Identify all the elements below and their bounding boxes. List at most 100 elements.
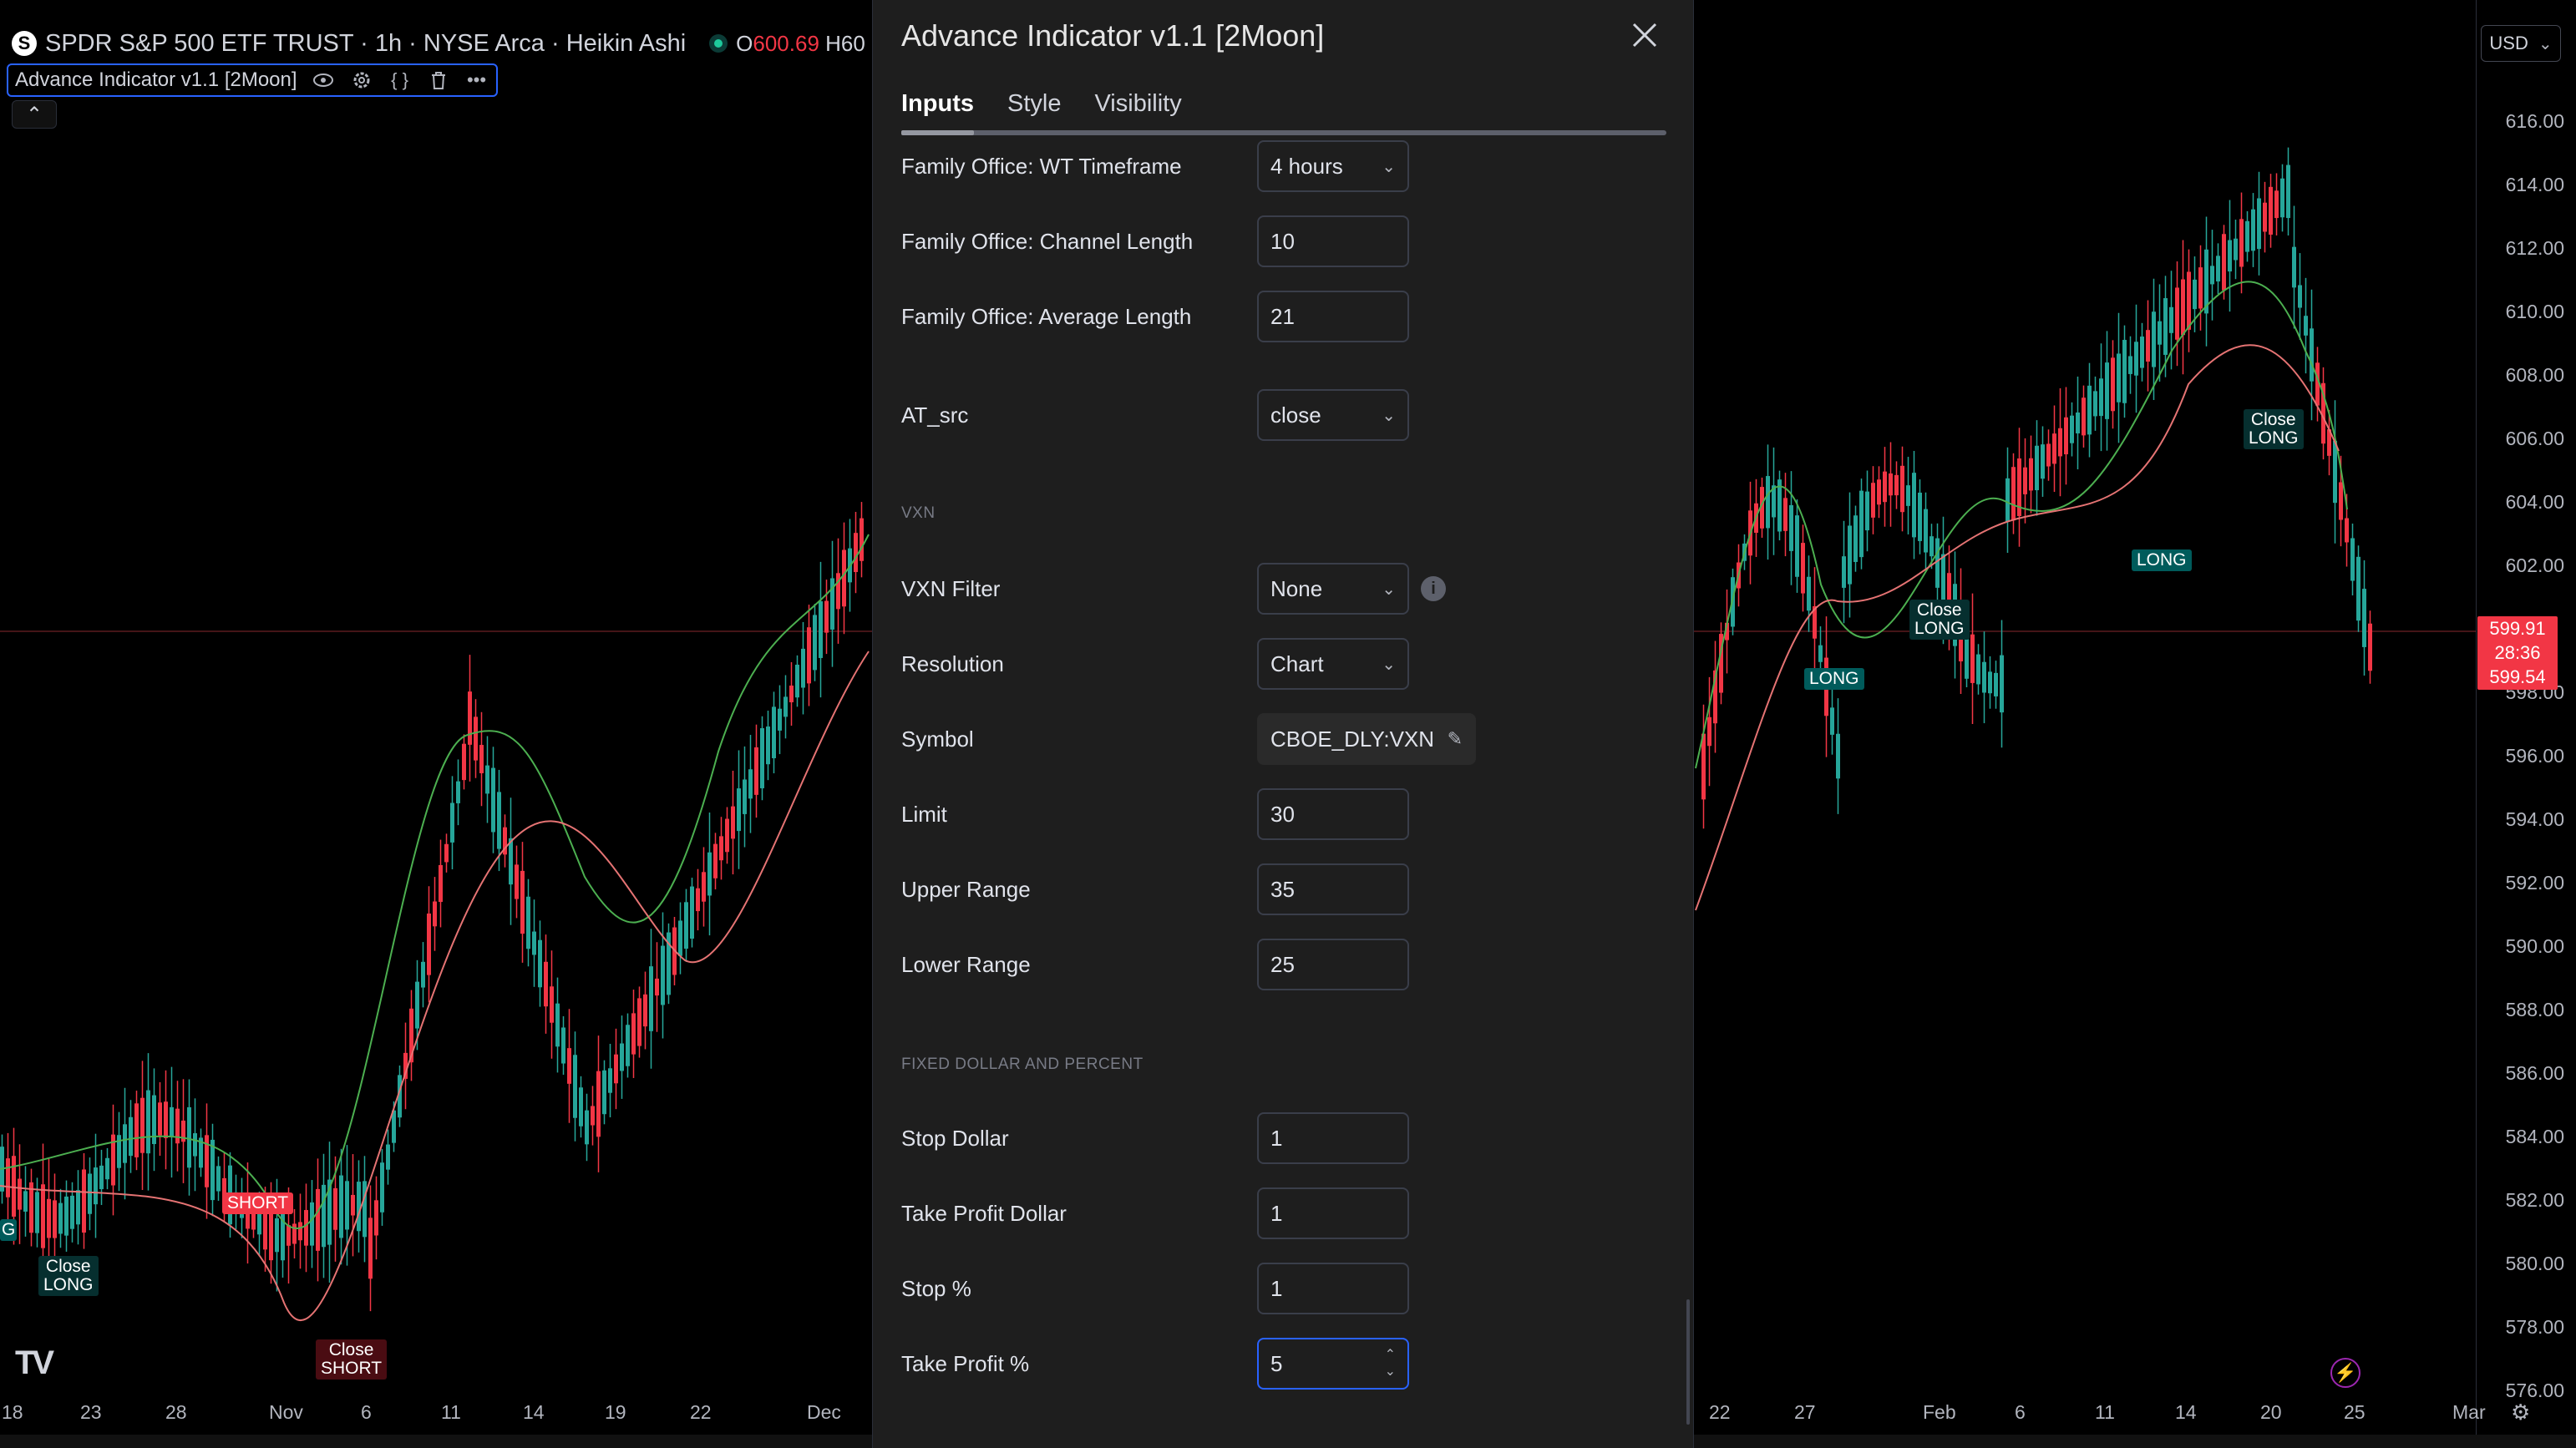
take-profit-dollar-input[interactable]: 1 bbox=[1257, 1187, 1409, 1239]
collapse-legend-button[interactable]: ⌃ bbox=[12, 100, 57, 129]
number-stepper[interactable]: ⌃ ⌄ bbox=[1385, 1347, 1396, 1380]
indicator-legend[interactable]: Advance Indicator v1.1 [2Moon] { } ••• bbox=[7, 63, 498, 97]
pencil-icon[interactable]: ✎ bbox=[1447, 728, 1463, 749]
candle-body bbox=[830, 578, 834, 630]
time-tick-label: 20 bbox=[2260, 1401, 2282, 1423]
candle-body bbox=[684, 902, 688, 949]
candle-body bbox=[795, 665, 799, 698]
candle-body bbox=[403, 1052, 408, 1079]
candle-body bbox=[707, 852, 712, 896]
candle-body bbox=[1713, 670, 1717, 724]
eye-icon[interactable] bbox=[311, 68, 336, 93]
candle-body bbox=[439, 864, 443, 903]
symbol-picker[interactable]: CBOE_DLY:VXN ✎ bbox=[1257, 713, 1476, 765]
candle-body bbox=[655, 978, 659, 996]
tab-inputs[interactable]: Inputs bbox=[901, 90, 974, 135]
candle-body bbox=[2251, 209, 2255, 251]
vxn-filter-select[interactable]: None ⌄ bbox=[1257, 563, 1409, 615]
signal-label-partial: G bbox=[0, 1219, 18, 1241]
candle-body bbox=[129, 1116, 133, 1157]
row-take-profit-pct: Take Profit % 5 ⌃ ⌄ bbox=[901, 1338, 1636, 1390]
stop-dollar-input[interactable]: 1 bbox=[1257, 1112, 1409, 1164]
candle-body bbox=[105, 1157, 109, 1180]
dialog-scrollbar[interactable] bbox=[1686, 1299, 1690, 1425]
candle-body bbox=[725, 818, 729, 853]
signal-label-close-short: Close SHORT bbox=[316, 1339, 388, 1380]
take-profit-pct-input[interactable]: 5 ⌃ ⌄ bbox=[1257, 1338, 1409, 1390]
candle-body bbox=[608, 1068, 612, 1093]
candle-body bbox=[88, 1173, 92, 1214]
candle-body bbox=[2082, 397, 2086, 436]
candle-body bbox=[538, 939, 542, 988]
candle-body bbox=[41, 1184, 45, 1248]
tab-style[interactable]: Style bbox=[1007, 90, 1062, 117]
stop-pct-input[interactable]: 1 bbox=[1257, 1263, 1409, 1314]
candle-body bbox=[2274, 190, 2279, 219]
tab-visibility[interactable]: Visibility bbox=[1094, 90, 1182, 117]
time-tick-label: 22 bbox=[690, 1401, 712, 1423]
candle-body bbox=[1707, 716, 1711, 747]
currency-select[interactable]: USD ⌄ bbox=[2481, 25, 2561, 62]
candle-body bbox=[579, 1087, 583, 1127]
lower-range-input[interactable]: 25 bbox=[1257, 939, 1409, 990]
signal-label-close-long: Close LONG bbox=[38, 1256, 99, 1296]
price-tick-label: 594.00 bbox=[2505, 808, 2564, 830]
indicator-legend-name[interactable]: Advance Indicator v1.1 [2Moon] bbox=[15, 68, 297, 91]
candle-body bbox=[292, 1223, 297, 1244]
time-tick-label: 27 bbox=[1794, 1401, 1816, 1423]
resolution-select[interactable]: Chart ⌄ bbox=[1257, 638, 1409, 690]
row-symbol: Symbol CBOE_DLY:VXN ✎ bbox=[901, 713, 1636, 765]
wt-timeframe-select[interactable]: 4 hours ⌄ bbox=[1257, 140, 1409, 192]
candle-body bbox=[1994, 672, 1998, 696]
candle-body bbox=[497, 792, 501, 849]
limit-input[interactable]: 30 bbox=[1257, 788, 1409, 840]
info-icon[interactable]: i bbox=[1421, 576, 1446, 601]
at-src-select[interactable]: close ⌄ bbox=[1257, 389, 1409, 441]
close-button[interactable] bbox=[1626, 17, 1663, 53]
symbol-title[interactable]: SPDR S&P 500 ETF TRUST · 1h · NYSE Arca … bbox=[45, 29, 687, 57]
candle-body bbox=[351, 1194, 355, 1216]
tradingview-logo-icon[interactable]: TV bbox=[15, 1344, 54, 1381]
candle-body bbox=[1859, 490, 1864, 558]
candle-body bbox=[2000, 655, 2004, 713]
candle-body bbox=[783, 696, 788, 717]
candle-body bbox=[485, 765, 489, 794]
candle-body bbox=[35, 1192, 39, 1233]
trash-icon[interactable] bbox=[426, 68, 451, 93]
candle-body bbox=[222, 1177, 226, 1197]
time-axis[interactable]: 18 23 28 Nov 6 11 14 19 22 Dec 22 27 Feb 6 11 14 20 25 Mar bbox=[0, 1391, 2576, 1435]
inputs-form[interactable]: Family Office: WT Timeframe 4 hours ⌄ Fam… bbox=[873, 137, 1695, 1428]
candle-body bbox=[58, 1202, 63, 1234]
upper-range-input[interactable]: 35 bbox=[1257, 863, 1409, 915]
candle-body bbox=[2046, 443, 2051, 467]
candle-body bbox=[170, 1106, 174, 1137]
candle-body bbox=[1889, 473, 1893, 496]
chart-settings-gear-icon[interactable]: ⚙ bbox=[2511, 1400, 2531, 1425]
symbol-logo-icon: S bbox=[12, 31, 37, 56]
price-axis[interactable]: 616.00 614.00 612.00 610.00 608.00 606.00 604.… bbox=[2476, 0, 2576, 1448]
candle-body bbox=[661, 945, 665, 1005]
candle-body bbox=[526, 896, 530, 949]
settings-gear-icon[interactable] bbox=[349, 68, 374, 93]
candle-body bbox=[269, 1205, 273, 1261]
candle-body bbox=[2169, 306, 2173, 333]
candle-body bbox=[2339, 482, 2343, 520]
channel-length-input[interactable]: 10 bbox=[1257, 215, 1409, 267]
wt-timeframe-label: Family Office: WT Timeframe bbox=[901, 153, 1182, 179]
more-options-icon[interactable]: ••• bbox=[466, 69, 487, 90]
candle-body bbox=[29, 1182, 33, 1233]
source-code-icon[interactable]: { } bbox=[391, 69, 408, 90]
lightning-icon[interactable]: ⚡ bbox=[2330, 1358, 2360, 1388]
candle-body bbox=[2128, 356, 2132, 374]
symbol-header[interactable]: S SPDR S&P 500 ETF TRUST · 1h · NYSE Arc… bbox=[12, 27, 865, 60]
ma-line-red-left bbox=[0, 651, 870, 1321]
average-length-input[interactable]: 21 bbox=[1257, 291, 1409, 342]
current-price-tag: 599.91 28:36 599.54 bbox=[2477, 616, 2558, 690]
vxn-filter-label: VXN Filter bbox=[901, 575, 1001, 601]
indicator-settings-dialog[interactable]: Advance Indicator v1.1 [2Moon] Inputs St… bbox=[872, 0, 1694, 1448]
candle-body bbox=[2140, 337, 2144, 368]
candle-body bbox=[2093, 391, 2097, 417]
candle-body bbox=[392, 1110, 396, 1143]
candle-body bbox=[2006, 478, 2010, 522]
